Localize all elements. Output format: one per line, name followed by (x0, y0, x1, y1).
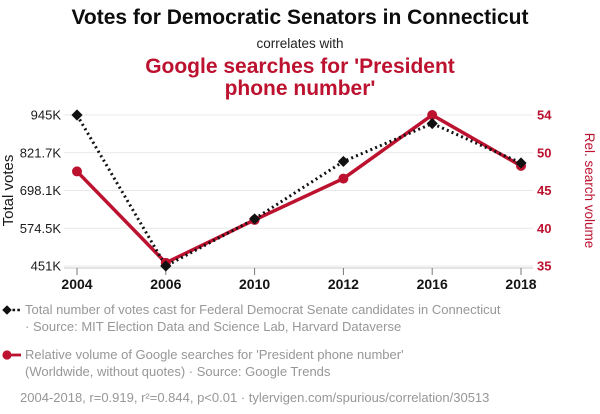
votes-data-point (515, 157, 527, 169)
left-axis-title: Total votes (0, 155, 17, 227)
correlates-with-label: correlates with (256, 36, 344, 51)
black-diamond-dotted-line-icon (2, 305, 21, 315)
votes-data-point (160, 260, 172, 272)
legend-searches-line2: (Worldwide, without quotes) · Source: Go… (25, 364, 331, 379)
x-tick-label: 2006 (150, 276, 181, 292)
legend-votes-text: Total number of votes cast for Federal D… (25, 301, 500, 335)
stats-and-source-url: 2004-2018, r=0.919, r²=0.844, p<0.01 · t… (20, 390, 490, 405)
votes-data-point (426, 117, 438, 130)
left-axis-tick-label: 574.5K (20, 221, 62, 236)
x-tick-label: 2010 (239, 276, 270, 292)
page-title: Votes for Democratic Senators in Connect… (71, 6, 529, 29)
legend-searches-line1: Relative volume of Google searches for '… (25, 347, 404, 362)
left-axis-tick-label: 451K (31, 259, 62, 274)
left-axis-tick-label: 698.1K (20, 183, 62, 198)
right-axis-tick-label: 35 (537, 259, 551, 274)
votes-data-point (71, 109, 83, 121)
x-tick-label: 2018 (505, 276, 536, 292)
chart-header: Votes for Democratic Senators in Connect… (0, 0, 600, 100)
chart-subtitle-line1: Google searches for 'President (145, 55, 455, 78)
left-axis-tick-label: 821.7K (20, 145, 62, 160)
legend-votes-line2: · Source: MIT Election Data and Science … (25, 319, 402, 334)
x-tick-label: 2012 (328, 276, 359, 292)
right-axis-tick-label: 40 (537, 221, 551, 236)
legend-votes-line1: Total number of votes cast for Federal D… (25, 302, 501, 317)
votes-data-point (249, 213, 261, 225)
x-tick-label: 2004 (61, 276, 92, 292)
right-axis-tick-label: 50 (537, 145, 551, 160)
chart-legend: Total number of votes cast for Federal D… (2, 301, 592, 406)
searches-data-point (427, 110, 438, 120)
x-tick-label: 2016 (417, 276, 448, 292)
right-axis-tick-label: 45 (537, 183, 551, 198)
searches-data-point (72, 166, 82, 177)
chart-subtitle: Google searches for 'President phone num… (0, 56, 600, 100)
votes-line (75, 114, 522, 268)
votes-data-point (337, 155, 349, 168)
searches-line (75, 113, 522, 265)
left-axis-tick-label: 945K (31, 108, 62, 123)
right-axis-tick-label: 54 (537, 108, 552, 123)
legend-item-votes: Total number of votes cast for Federal D… (2, 301, 592, 335)
right-axis-title: Rel. search volume (582, 133, 597, 249)
legend-item-searches: Relative volume of Google searches for '… (2, 346, 592, 380)
red-circle-solid-line-icon (2, 350, 21, 360)
searches-data-point (338, 173, 349, 184)
chart-subtitle-line2: phone number' (224, 77, 376, 100)
legend-searches-text: Relative volume of Google searches for '… (25, 346, 404, 380)
